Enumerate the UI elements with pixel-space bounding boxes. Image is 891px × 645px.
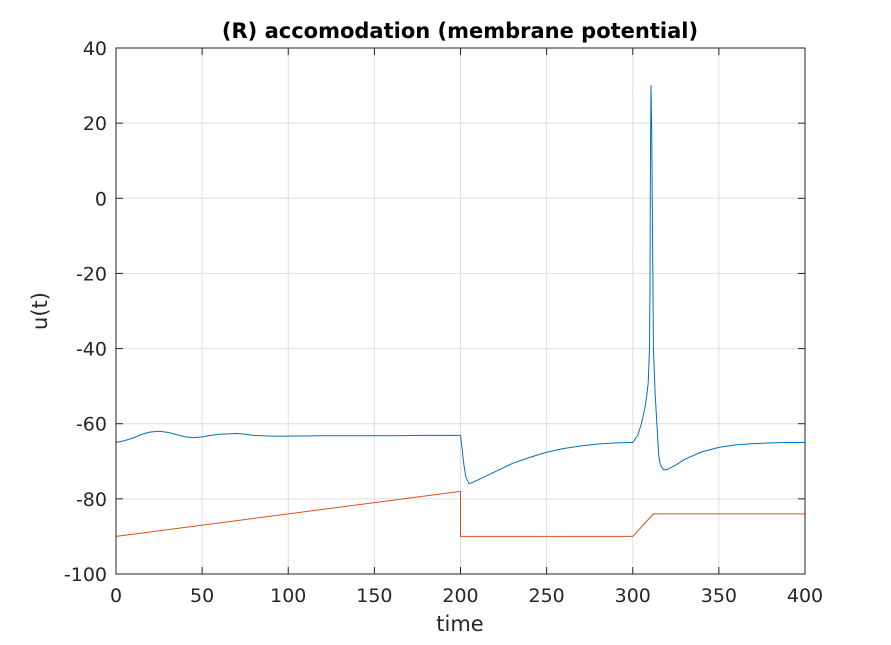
x-tick-labels: 0 50 100 150 200 250 300 350 400 bbox=[110, 585, 823, 607]
y-tick-labels: -100 -80 -60 -40 -20 0 20 40 bbox=[64, 38, 107, 586]
x-tick-label: 400 bbox=[787, 585, 823, 607]
data-series bbox=[115, 85, 805, 537]
x-tick-label: 100 bbox=[270, 585, 306, 607]
y-tick-label: -60 bbox=[76, 414, 107, 436]
x-tick-label: 150 bbox=[356, 585, 392, 607]
x-axis-label: time bbox=[436, 612, 483, 636]
series-line-2 bbox=[115, 490, 805, 537]
series-line-1 bbox=[115, 85, 805, 485]
x-tick-label: 0 bbox=[110, 585, 122, 607]
tick-marks bbox=[115, 47, 806, 575]
y-tick-label: -100 bbox=[64, 564, 107, 586]
x-tick-label: 50 bbox=[190, 585, 214, 607]
x-tick-label: 350 bbox=[701, 585, 737, 607]
x-tick-label: 300 bbox=[615, 585, 651, 607]
y-axis-label: u(t) bbox=[28, 292, 52, 330]
y-tick-label: -20 bbox=[76, 263, 107, 285]
y-tick-label: 0 bbox=[95, 188, 107, 210]
x-tick-label: 250 bbox=[528, 585, 564, 607]
y-tick-label: -80 bbox=[76, 489, 107, 511]
y-tick-label: -40 bbox=[76, 339, 107, 361]
x-tick-label: 200 bbox=[442, 585, 478, 607]
chart-title: (R) accomodation (membrane potential) bbox=[222, 19, 698, 43]
y-tick-label: 20 bbox=[83, 113, 107, 135]
y-tick-label: 40 bbox=[83, 38, 107, 60]
